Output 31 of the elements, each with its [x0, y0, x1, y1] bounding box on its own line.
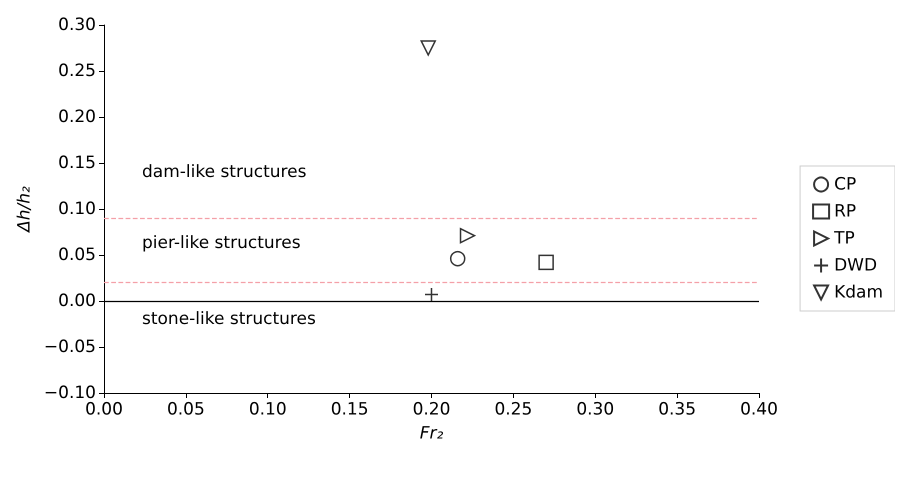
- y-tick-label: 0.10: [58, 199, 96, 219]
- legend-label: RP: [834, 202, 856, 222]
- point: [460, 228, 476, 244]
- y-tick-label: 0.00: [58, 291, 96, 311]
- point: [450, 250, 466, 266]
- y-tick-label: −0.05: [44, 337, 96, 357]
- legend-label: Kdam: [834, 282, 884, 302]
- y-tick-label: 0.05: [58, 245, 96, 265]
- legend-label: DWD: [834, 256, 878, 276]
- annotation: dam-like structures: [142, 162, 307, 182]
- x-tick-label: 0.25: [494, 400, 532, 420]
- point: [424, 287, 439, 302]
- y-tick-label: 0.30: [58, 15, 96, 35]
- point: [420, 40, 436, 56]
- y-tick-label: 0.25: [58, 61, 96, 81]
- x-tick-label: 0.40: [740, 400, 778, 420]
- legend-label: TP: [833, 228, 855, 248]
- x-tick-label: 0.30: [576, 400, 614, 420]
- annotation: stone-like structures: [142, 309, 316, 329]
- annotation: pier-like structures: [142, 233, 301, 253]
- x-tick-label: 0.05: [166, 400, 205, 420]
- legend-label: CP: [834, 174, 856, 194]
- x-tick-label: 0.10: [248, 400, 287, 420]
- y-tick-label: 0.15: [58, 153, 96, 173]
- x-tick-label: 0.20: [412, 400, 450, 420]
- x-tick-label: 0.15: [330, 400, 369, 420]
- x-axis-title: Fr₂: [420, 424, 444, 444]
- point: [538, 254, 554, 270]
- x-tick-label: 0.35: [658, 400, 696, 420]
- y-tick-label: 0.20: [58, 107, 96, 127]
- y-axis-title: Δh/h₂: [14, 186, 34, 234]
